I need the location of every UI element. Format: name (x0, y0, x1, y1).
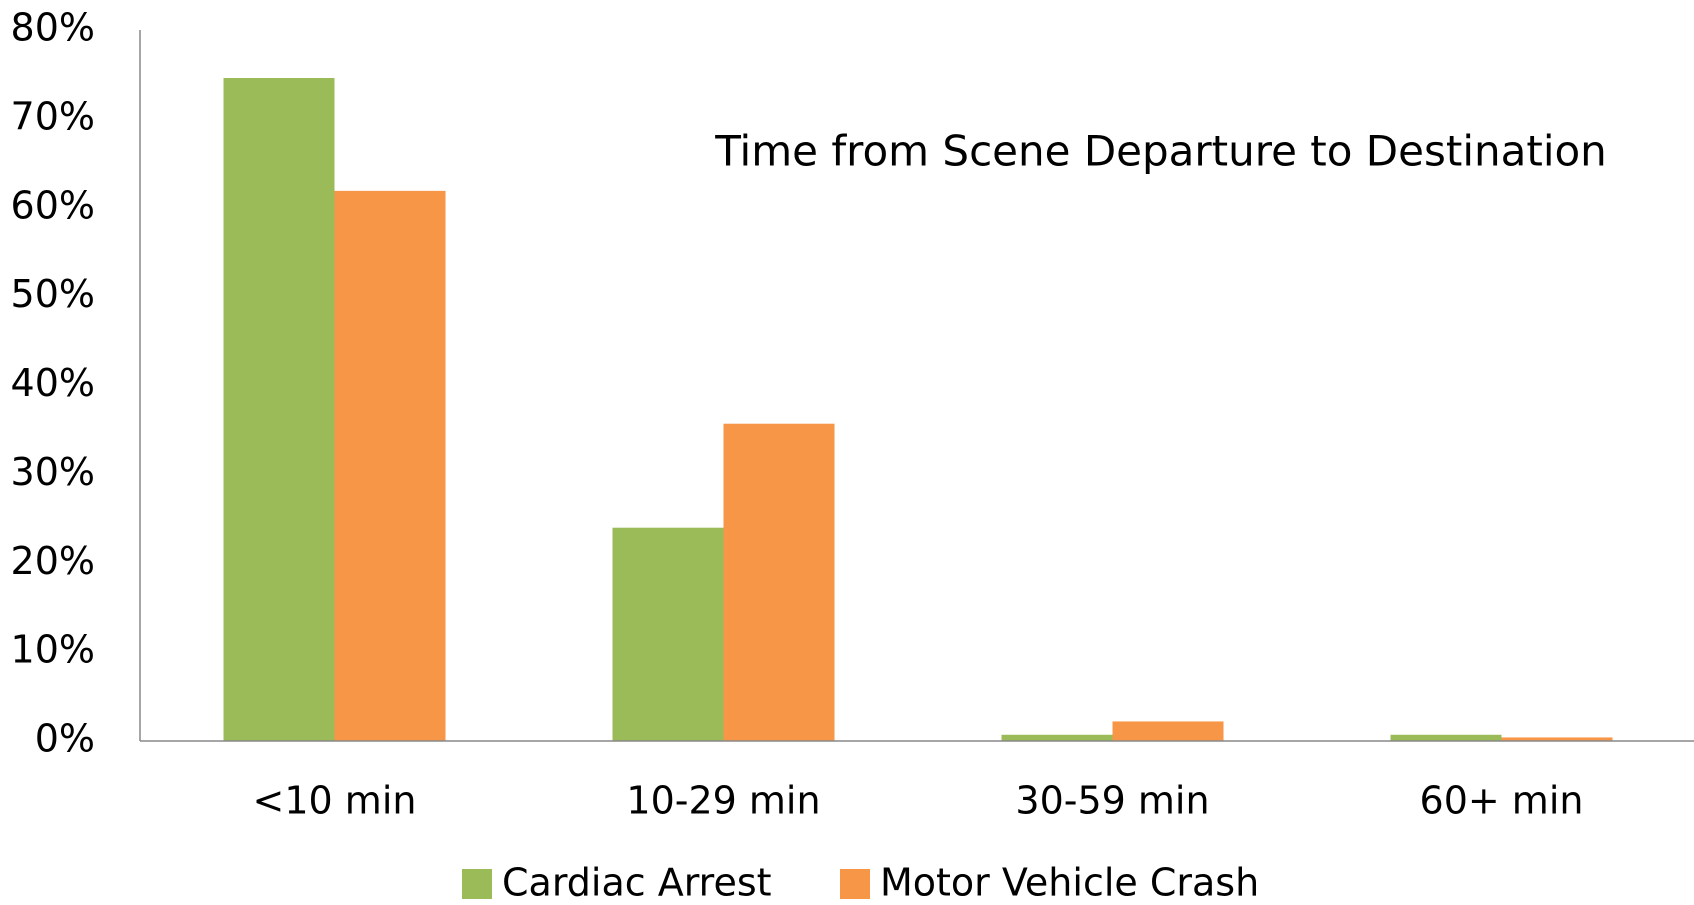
bar (223, 77, 335, 742)
legend-label: Cardiac Arrest (502, 861, 772, 905)
y-tick-label: 40% (11, 361, 95, 405)
y-tick-label: 20% (11, 539, 95, 583)
bar (1501, 737, 1613, 741)
bar (612, 527, 724, 741)
legend-swatch (462, 869, 492, 899)
bar (334, 190, 446, 741)
bar (1390, 734, 1502, 741)
x-tick-label: 30-59 min (1015, 779, 1209, 823)
y-tick-label: 80% (11, 6, 95, 50)
bar (723, 423, 835, 741)
chart-title: Time from Scene Departure to Destination (714, 127, 1607, 176)
x-tick-label: 60+ min (1420, 779, 1584, 823)
bar (1001, 734, 1113, 741)
legend-swatch (840, 869, 870, 899)
bar (1112, 721, 1224, 741)
y-tick-label: 70% (11, 94, 95, 138)
x-tick-label: <10 min (253, 779, 417, 823)
y-tick-label: 30% (11, 450, 95, 494)
y-tick-label: 0% (35, 717, 95, 761)
y-tick-label: 60% (11, 183, 95, 227)
y-tick-label: 50% (11, 272, 95, 316)
y-tick-label: 10% (11, 628, 95, 672)
x-tick-label: 10-29 min (626, 779, 820, 823)
legend-label: Motor Vehicle Crash (880, 861, 1259, 905)
